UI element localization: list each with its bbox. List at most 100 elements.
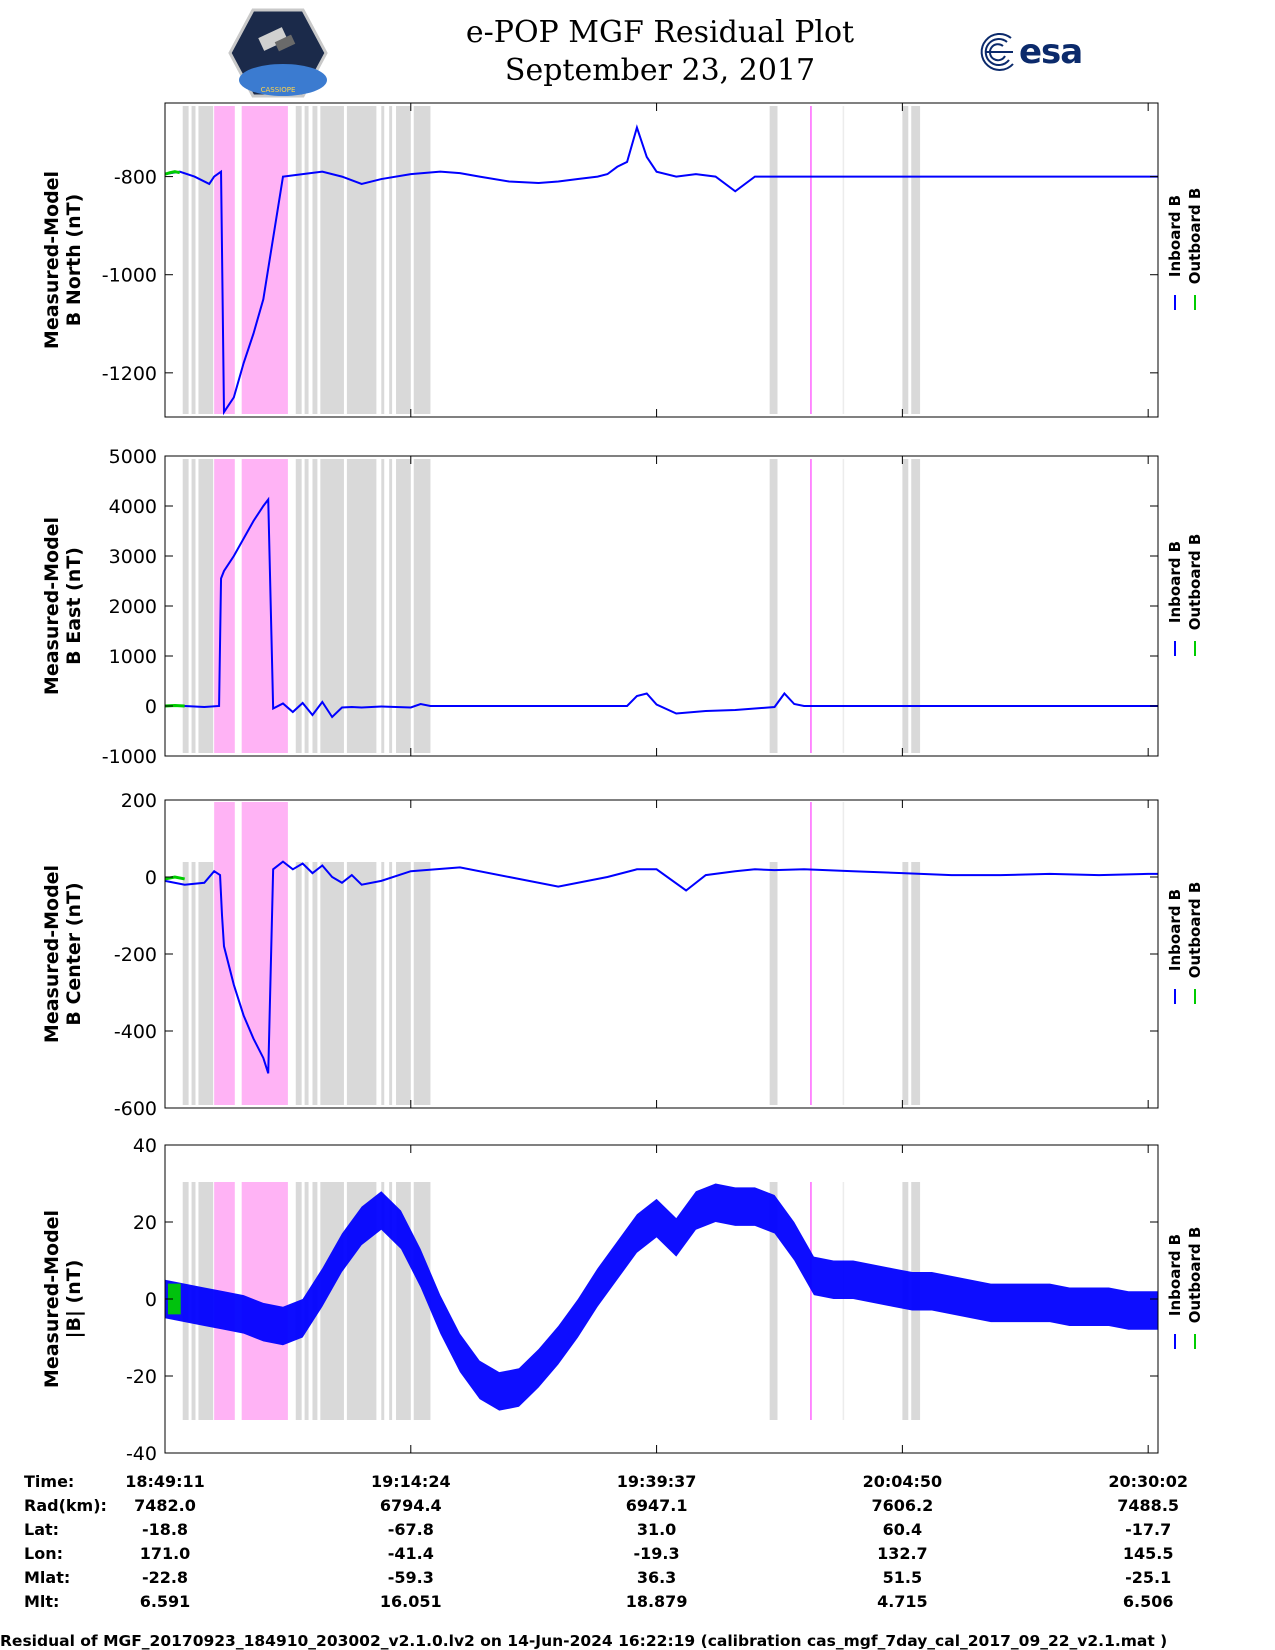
legend: Inboard B Outboard B [1166,534,1204,656]
gray-band [902,106,909,414]
y-axis-label-line1: Measured-Model [41,1210,63,1388]
ephemeris-label: Lat: [24,1520,59,1539]
esa-logo-text: esa [1019,32,1083,72]
gray-band [396,106,411,414]
gray-band [198,862,214,1105]
gray-band [769,862,778,1105]
gray-band [304,862,309,1105]
y-tick-label: 1000 [109,646,157,668]
y-axis-label-line2: B East (nT) [63,547,85,665]
ephemeris-value: 19:39:37 [617,1472,697,1491]
gray-band [396,459,411,753]
y-tick-label: 4000 [109,496,157,518]
gray-band [191,459,196,753]
gray-band [381,862,385,1105]
panel-1: -1200 -1000 -800 Measured-ModelB North (nT)… [41,102,1204,418]
gray-band [182,106,189,414]
axes-box [164,102,1159,418]
gray-band [320,106,344,414]
ephemeris-value: 36.3 [637,1568,676,1587]
gray-band [304,459,309,753]
y-tick-label: -400 [114,1021,157,1043]
inboard-series [165,496,1158,719]
y-tick-label: 200 [121,790,157,812]
y-tick-label: -200 [114,944,157,966]
gray-band [911,106,921,414]
ephemeris-table: Time: 18:49:11 19:14:24 19:39:37 20:04:50 20:… [24,1472,1188,1611]
gray-band [198,459,214,753]
gray-band [191,106,196,414]
y-axis-label: Measured-ModelB North (nT) [41,171,85,349]
inboard-series [164,860,1158,1074]
ephemeris-value: -41.4 [388,1544,434,1563]
ephemeris-value: 132.7 [877,1544,928,1563]
title-line-2: September 23, 2017 [504,53,816,88]
gray-band [413,1182,431,1420]
ephemeris-label: Mlat: [24,1568,70,1587]
gray-band [911,862,921,1105]
y-tick-label: -1000 [102,746,157,768]
ephemeris-value: 6794.4 [380,1496,442,1515]
ephemeris-value: 18.879 [626,1592,688,1611]
gray-band [769,106,778,414]
gray-band [396,862,411,1105]
plot-title: e-POP MGF Residual Plot September 23, 20… [380,14,940,90]
gray-band [312,862,318,1105]
pink-band [241,802,288,1105]
y-tick-label: -1000 [102,265,157,287]
y-tick-label: -1200 [102,363,157,385]
ephemeris-value: 7488.5 [1117,1496,1179,1515]
ephemeris-label: Rad(km): [24,1496,107,1515]
ephemeris-value: 31.0 [637,1520,676,1539]
y-tick-label: 0 [145,696,157,718]
y-axis-label-line1: Measured-Model [41,171,63,349]
ephemeris-value: 18:49:11 [125,1472,205,1491]
gray-band [312,106,318,414]
cassiope-logo: CASSIOPE [228,8,328,98]
y-axis-label-line1: Measured-Model [41,517,63,695]
legend-outboard-label: Outboard B [1186,1227,1204,1324]
gray-band [295,862,302,1105]
inboard-series [165,1183,1158,1411]
ephemeris-value: -19.3 [634,1544,680,1563]
ephemeris-value: -18.8 [142,1520,188,1539]
legend-outboard-label: Outboard B [1186,188,1204,285]
ephemeris-value: -59.3 [388,1568,434,1587]
gray-band [769,459,778,753]
gray-band [304,106,309,414]
pink-band [214,459,235,753]
gray-band [413,106,431,414]
ephemeris-value: -22.8 [142,1568,188,1587]
legend: Inboard B Outboard B [1166,188,1204,310]
ephemeris-value: 171.0 [140,1544,191,1563]
pink-band [214,106,235,414]
y-tick-label: -800 [114,167,157,189]
outboard-series [164,875,185,881]
y-tick-label: 3000 [109,546,157,568]
ephemeris-value: 6.591 [140,1592,191,1611]
ephemeris-value: -17.7 [1125,1520,1171,1539]
ephemeris-label: Lon: [24,1544,63,1563]
ephemeris-value: 6.506 [1123,1592,1174,1611]
gray-band [902,862,909,1105]
legend-outboard-label: Outboard B [1186,882,1204,979]
gray-band [381,459,385,753]
y-tick-label: 5000 [109,446,157,468]
gray-band [413,862,431,1105]
gray-band [389,106,393,414]
ephemeris-value: 19:14:24 [371,1472,451,1491]
gray-band [389,459,393,753]
footer-caption: Residual of MGF_20170923_184910_203002_v… [0,1632,1168,1650]
outboard-series [164,170,181,176]
ephemeris-value: 4.715 [877,1592,928,1611]
y-tick-label: -40 [126,1443,157,1465]
y-tick-label: -20 [126,1366,157,1388]
pink-band [241,106,288,414]
ephemeris-value: 7482.0 [134,1496,196,1515]
ephemeris-value: 145.5 [1123,1544,1174,1563]
ephemeris-value: 16.051 [380,1592,442,1611]
y-axis-label-line2: B Center (nT) [63,882,85,1025]
esa-logo: esa [975,28,1095,78]
ephemeris-value: -25.1 [1125,1568,1171,1587]
